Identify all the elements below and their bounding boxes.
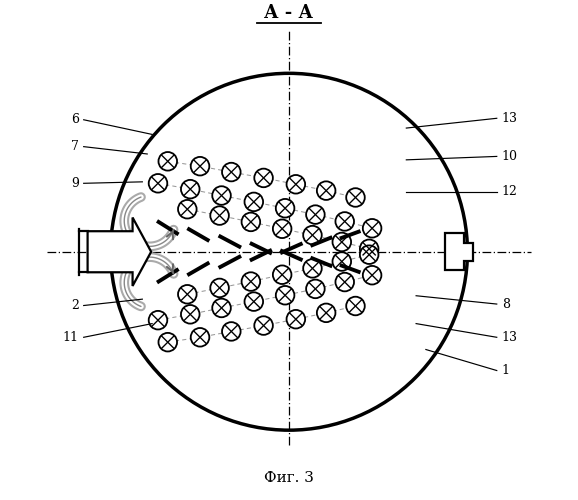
Circle shape: [363, 219, 381, 238]
Circle shape: [346, 188, 365, 207]
Text: 10: 10: [502, 150, 518, 163]
Circle shape: [222, 163, 240, 182]
Circle shape: [276, 286, 294, 304]
Circle shape: [244, 192, 263, 211]
Text: Фиг. 3: Фиг. 3: [264, 471, 314, 485]
Circle shape: [273, 220, 291, 238]
Circle shape: [306, 206, 325, 224]
Text: 13: 13: [502, 331, 518, 344]
Text: 13: 13: [502, 112, 518, 125]
Circle shape: [306, 280, 325, 298]
Circle shape: [287, 310, 305, 328]
Text: А - А: А - А: [265, 4, 313, 22]
Circle shape: [332, 252, 351, 271]
Circle shape: [191, 157, 209, 176]
Circle shape: [210, 206, 229, 225]
Circle shape: [158, 152, 177, 171]
Circle shape: [346, 296, 365, 316]
Circle shape: [242, 212, 260, 231]
Text: 6: 6: [71, 114, 79, 126]
Circle shape: [149, 311, 167, 330]
Text: 8: 8: [502, 298, 510, 310]
Circle shape: [363, 266, 381, 284]
Circle shape: [212, 298, 231, 317]
Circle shape: [178, 200, 197, 218]
Text: 11: 11: [63, 331, 79, 344]
Polygon shape: [88, 218, 151, 286]
Circle shape: [273, 266, 291, 284]
Circle shape: [276, 199, 294, 218]
Text: 9: 9: [71, 177, 79, 190]
Circle shape: [181, 305, 199, 324]
Circle shape: [244, 292, 263, 311]
Circle shape: [181, 180, 199, 199]
Text: 12: 12: [502, 185, 517, 198]
Circle shape: [287, 175, 305, 194]
Circle shape: [191, 328, 209, 346]
Circle shape: [222, 322, 240, 340]
Circle shape: [303, 259, 322, 278]
Text: 1: 1: [502, 364, 510, 377]
Circle shape: [317, 304, 335, 322]
Circle shape: [335, 212, 354, 231]
Circle shape: [332, 232, 351, 252]
Circle shape: [149, 174, 167, 193]
Circle shape: [317, 182, 335, 200]
Circle shape: [158, 333, 177, 351]
Circle shape: [242, 272, 260, 291]
Circle shape: [335, 273, 354, 291]
Circle shape: [254, 168, 273, 187]
Circle shape: [178, 285, 197, 304]
Text: 7: 7: [71, 140, 79, 153]
Circle shape: [254, 316, 273, 335]
Circle shape: [360, 246, 379, 264]
Circle shape: [210, 278, 229, 297]
Circle shape: [360, 240, 379, 258]
Polygon shape: [446, 233, 473, 270]
Text: 2: 2: [71, 299, 79, 312]
Circle shape: [212, 186, 231, 205]
Circle shape: [303, 226, 322, 244]
